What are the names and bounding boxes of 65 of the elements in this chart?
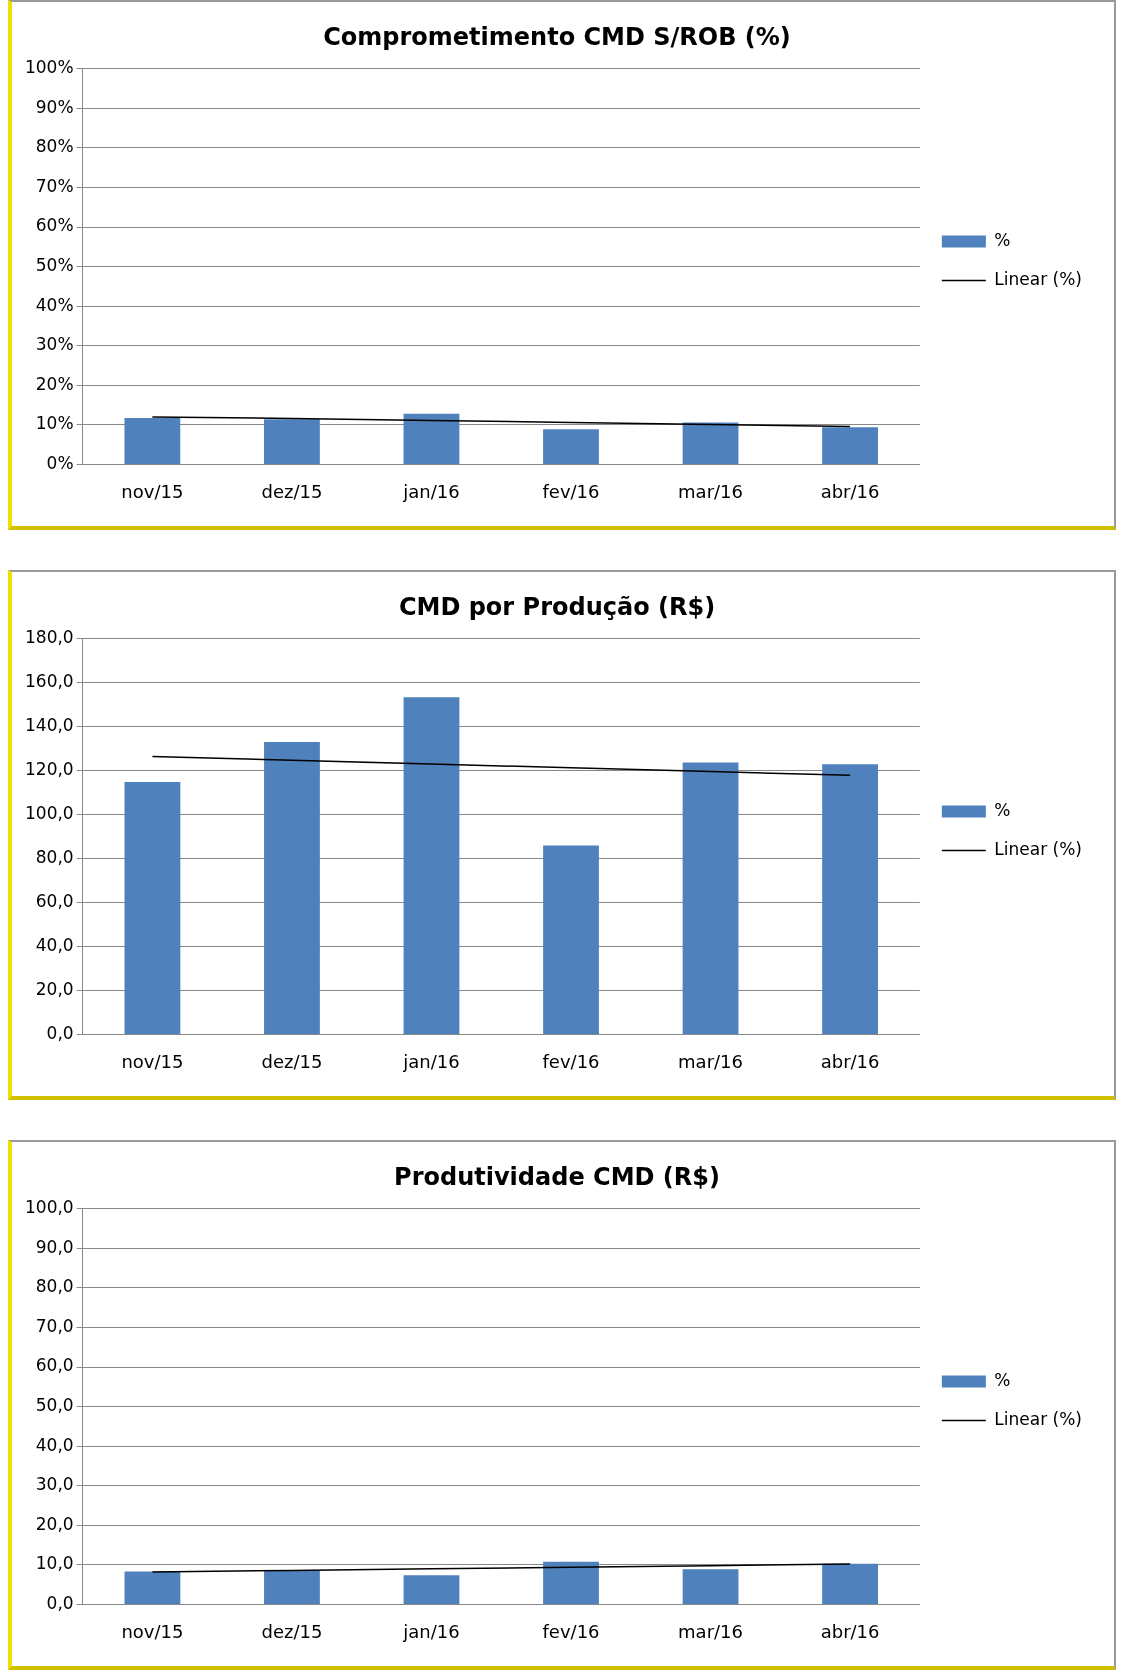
y-tick-label: 0% [46, 452, 74, 473]
x-tick-label: abr/16 [820, 1050, 880, 1072]
y-tick-label: 80,0 [35, 1276, 74, 1297]
y-tick-label: 70% [35, 175, 74, 196]
y-tick-label: 140,0 [25, 715, 74, 736]
bar [264, 741, 320, 1034]
y-tick-label: 160,0 [25, 671, 74, 692]
bar [403, 697, 460, 1034]
legend-label: % [994, 1369, 1011, 1390]
y-tick-label: 40,0 [35, 1434, 74, 1455]
bar [822, 764, 878, 1034]
legend-label: Linear (%) [994, 268, 1082, 289]
y-tick-label: 0,0 [46, 1592, 74, 1613]
x-tick-label: jan/16 [402, 480, 460, 502]
bar [124, 781, 181, 1034]
x-tick-label: nov/15 [121, 480, 184, 502]
y-tick-label: 10,0 [35, 1553, 74, 1574]
x-tick-label: dez/15 [261, 480, 323, 502]
y-tick-label: 60,0 [35, 890, 74, 911]
legend-label: Linear (%) [994, 1408, 1082, 1429]
x-tick-label: fev/16 [542, 480, 600, 502]
y-tick-label: 60,0 [35, 1355, 74, 1376]
x-tick-label: dez/15 [261, 1620, 323, 1642]
legend-label: % [994, 799, 1011, 820]
y-tick-label: 20,0 [35, 978, 74, 999]
bar [543, 845, 599, 1034]
x-tick-label: fev/16 [542, 1620, 600, 1642]
y-tick-label: 60% [35, 215, 74, 236]
x-tick-label: abr/16 [820, 1620, 880, 1642]
x-tick-label: jan/16 [402, 1620, 460, 1642]
y-tick-label: 20% [35, 373, 74, 394]
y-tick-label: 30% [35, 334, 74, 355]
y-tick-label: 100,0 [25, 803, 74, 824]
chart-title: Comprometimento CMD S/ROB (%) [323, 22, 791, 51]
chart-title: CMD por Produção (R$) [398, 592, 716, 621]
legend-label: Linear (%) [994, 838, 1082, 859]
x-tick-label: abr/16 [820, 480, 880, 502]
y-tick-label: 100% [24, 57, 74, 78]
x-tick-label: jan/16 [402, 1050, 460, 1072]
y-tick-label: 50% [35, 255, 74, 276]
y-tick-label: 20,0 [35, 1513, 74, 1534]
y-tick-label: 80% [35, 136, 74, 157]
y-tick-label: 40% [35, 294, 74, 315]
y-tick-label: 180,0 [25, 627, 74, 648]
y-tick-label: 10% [35, 413, 74, 434]
x-tick-label: mar/16 [678, 480, 743, 502]
y-tick-label: 30,0 [35, 1474, 74, 1495]
y-tick-label: 120,0 [25, 759, 74, 780]
x-tick-label: nov/15 [121, 1050, 184, 1072]
x-tick-label: mar/16 [678, 1620, 744, 1642]
y-tick-label: 100,0 [25, 1197, 74, 1218]
y-tick-label: 80,0 [35, 847, 74, 867]
y-tick-label: 70,0 [35, 1315, 74, 1336]
x-tick-label: mar/16 [678, 1050, 744, 1072]
y-tick-label: 90% [35, 96, 74, 117]
y-tick-label: 0,0 [46, 1022, 74, 1043]
y-tick-label: 40,0 [35, 934, 74, 955]
y-tick-label: 50,0 [35, 1395, 74, 1416]
chart-title: Produtividade CMD (R$) [394, 1162, 720, 1191]
bar [682, 762, 739, 1034]
x-tick-label: fev/16 [542, 1050, 600, 1072]
x-tick-label: nov/15 [121, 1620, 184, 1642]
y-tick-label: 90,0 [35, 1236, 74, 1257]
x-tick-label: dez/15 [261, 1050, 323, 1072]
legend-label: % [994, 229, 1011, 250]
